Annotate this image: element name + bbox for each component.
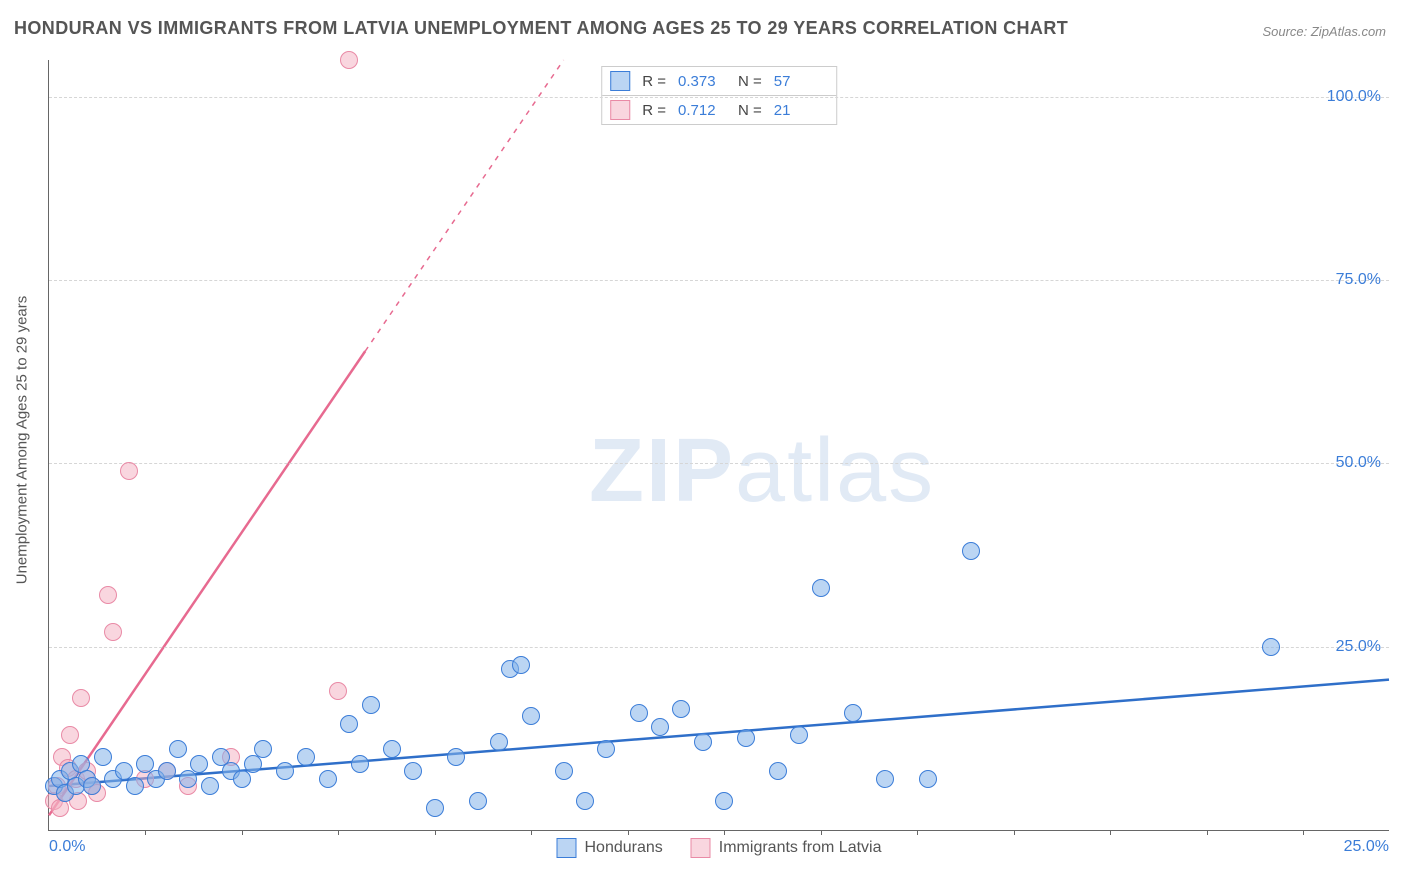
trend-lines-layer	[49, 60, 1389, 830]
y-tick-label: 75.0%	[1336, 271, 1381, 289]
x-tick-mark	[917, 830, 918, 835]
n-label: N =	[738, 102, 762, 119]
source-attribution: Source: ZipAtlas.com	[1262, 24, 1386, 39]
blue-point	[94, 748, 112, 766]
blue-point	[737, 729, 755, 747]
x-tick-mark	[821, 830, 822, 835]
x-tick-mark	[1207, 830, 1208, 835]
y-tick-label: 50.0%	[1336, 454, 1381, 472]
pink-point	[120, 462, 138, 480]
pink-point	[99, 586, 117, 604]
blue-point	[512, 656, 530, 674]
x-tick-mark	[1110, 830, 1111, 835]
x-tick-mark	[242, 830, 243, 835]
n-value-pink: 21	[774, 102, 822, 119]
legend-item-pink: Immigrants from Latvia	[691, 838, 882, 858]
blue-point	[876, 770, 894, 788]
blue-point	[244, 755, 262, 773]
pink-point	[329, 682, 347, 700]
legend-stats-row-pink: R = 0.712 N = 21	[602, 95, 836, 124]
blue-point	[158, 762, 176, 780]
blue-point	[597, 740, 615, 758]
blue-point	[651, 718, 669, 736]
blue-point	[362, 696, 380, 714]
blue-point	[715, 792, 733, 810]
r-label: R =	[642, 102, 666, 119]
gridline	[49, 280, 1389, 281]
blue-point	[630, 704, 648, 722]
blue-point	[233, 770, 251, 788]
r-value-blue: 0.373	[678, 73, 726, 90]
trend-line-pink-solid	[49, 351, 365, 815]
blue-point	[126, 777, 144, 795]
x-tick-mark	[1303, 830, 1304, 835]
n-value-blue: 57	[774, 73, 822, 90]
x-tick-mark	[724, 830, 725, 835]
x-tick-mark	[628, 830, 629, 835]
series-name-pink: Immigrants from Latvia	[719, 839, 882, 857]
blue-point	[179, 770, 197, 788]
swatch-pink	[691, 838, 711, 858]
pink-point	[72, 689, 90, 707]
blue-point	[447, 748, 465, 766]
blue-point	[383, 740, 401, 758]
r-label: R =	[642, 73, 666, 90]
blue-point	[297, 748, 315, 766]
blue-point	[190, 755, 208, 773]
blue-point	[672, 700, 690, 718]
blue-point	[919, 770, 937, 788]
blue-point	[522, 707, 540, 725]
blue-point	[576, 792, 594, 810]
swatch-pink	[610, 100, 630, 120]
x-tick-label: 0.0%	[49, 838, 85, 856]
series-name-blue: Hondurans	[585, 839, 663, 857]
gridline	[49, 647, 1389, 648]
blue-point	[319, 770, 337, 788]
blue-point	[201, 777, 219, 795]
blue-point	[169, 740, 187, 758]
blue-point	[812, 579, 830, 597]
legend-series: Hondurans Immigrants from Latvia	[557, 838, 882, 858]
blue-point	[404, 762, 422, 780]
blue-point	[555, 762, 573, 780]
swatch-blue	[557, 838, 577, 858]
x-tick-mark	[145, 830, 146, 835]
blue-point	[254, 740, 272, 758]
x-tick-mark	[1014, 830, 1015, 835]
trend-line-pink-dashed	[365, 60, 563, 351]
blue-point	[962, 542, 980, 560]
x-tick-mark	[338, 830, 339, 835]
blue-point	[276, 762, 294, 780]
blue-point	[469, 792, 487, 810]
blue-point	[83, 777, 101, 795]
blue-point	[844, 704, 862, 722]
r-value-pink: 0.712	[678, 102, 726, 119]
n-label: N =	[738, 73, 762, 90]
chart-title: HONDURAN VS IMMIGRANTS FROM LATVIA UNEMP…	[14, 18, 1068, 39]
scatter-plot-area: ZIPatlas R = 0.373 N = 57 R = 0.712 N = …	[48, 60, 1389, 831]
x-tick-label: 25.0%	[1344, 838, 1389, 856]
blue-point	[340, 715, 358, 733]
blue-point	[1262, 638, 1280, 656]
legend-item-blue: Hondurans	[557, 838, 663, 858]
blue-point	[351, 755, 369, 773]
blue-point	[769, 762, 787, 780]
blue-point	[426, 799, 444, 817]
pink-point	[104, 623, 122, 641]
legend-stats-row-blue: R = 0.373 N = 57	[602, 67, 836, 95]
blue-point	[790, 726, 808, 744]
gridline	[49, 463, 1389, 464]
y-tick-label: 25.0%	[1336, 638, 1381, 656]
legend-stats: R = 0.373 N = 57 R = 0.712 N = 21	[601, 66, 837, 125]
gridline	[49, 97, 1389, 98]
blue-point	[694, 733, 712, 751]
y-tick-label: 100.0%	[1327, 88, 1381, 106]
x-tick-mark	[531, 830, 532, 835]
blue-point	[490, 733, 508, 751]
pink-point	[61, 726, 79, 744]
pink-point	[340, 51, 358, 69]
swatch-blue	[610, 71, 630, 91]
x-tick-mark	[435, 830, 436, 835]
y-axis-label: Unemployment Among Ages 25 to 29 years	[14, 296, 31, 585]
